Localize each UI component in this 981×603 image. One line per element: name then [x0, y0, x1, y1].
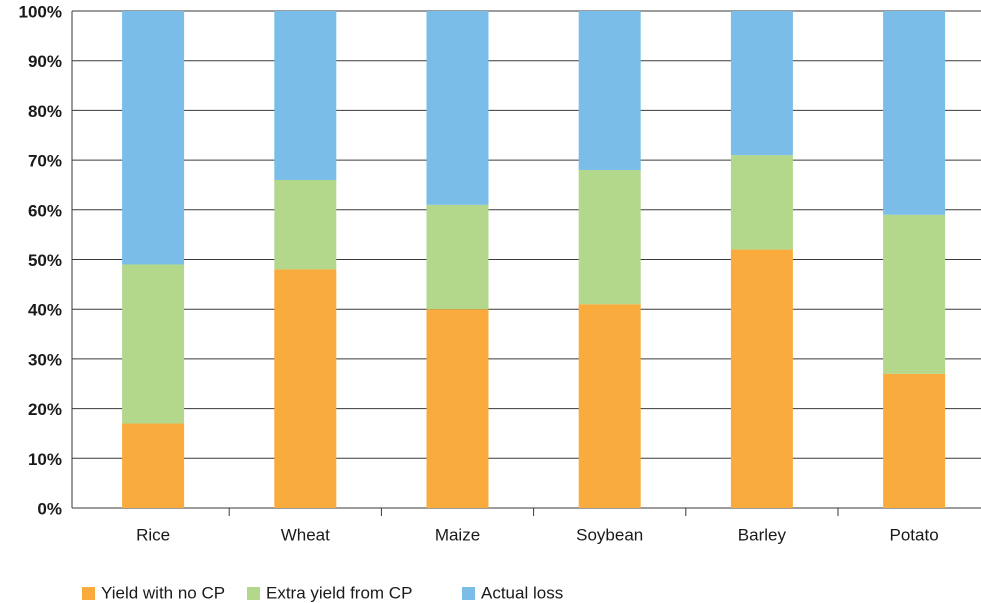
- bar-segment: [730, 11, 793, 156]
- legend-swatch: [247, 587, 260, 600]
- bar-segment: [578, 11, 641, 171]
- bar-segment: [578, 170, 641, 305]
- y-tick-label: 90%: [28, 52, 62, 71]
- y-tick-label: 60%: [28, 201, 62, 220]
- x-tick-label: Potato: [890, 525, 939, 544]
- y-tick-label: 40%: [28, 301, 62, 320]
- y-tick-label: 80%: [28, 102, 62, 121]
- x-tick-label: Barley: [738, 525, 787, 544]
- x-tick-label: Wheat: [281, 525, 330, 544]
- bar-segment: [426, 11, 489, 205]
- y-tick-label: 30%: [28, 350, 62, 369]
- bar-segment: [122, 423, 185, 508]
- legend-label: Yield with no CP: [101, 583, 225, 602]
- bar-segment: [122, 11, 185, 265]
- y-tick-label: 50%: [28, 251, 62, 270]
- bar-segment: [883, 373, 946, 508]
- x-tick-label: Maize: [435, 525, 480, 544]
- bar-segment: [274, 269, 337, 508]
- y-tick-label: 70%: [28, 152, 62, 171]
- bar-segment: [578, 304, 641, 508]
- bar-segment: [426, 309, 489, 508]
- y-tick-label: 10%: [28, 450, 62, 469]
- y-tick-label: 20%: [28, 400, 62, 419]
- bar-segment: [122, 264, 185, 424]
- legend-swatch: [462, 587, 475, 600]
- bar-segment: [274, 179, 337, 270]
- bar-segment: [730, 249, 793, 508]
- legend-label: Actual loss: [481, 583, 563, 602]
- x-tick-label: Soybean: [576, 525, 643, 544]
- y-tick-label: 100%: [19, 2, 62, 21]
- bar-segment: [883, 11, 946, 215]
- bar-segment: [883, 214, 946, 374]
- x-tick-label: Rice: [136, 525, 170, 544]
- bar-segment: [730, 155, 793, 250]
- legend-swatch: [82, 587, 95, 600]
- legend-label: Extra yield from CP: [266, 583, 412, 602]
- bar-segment: [274, 11, 337, 180]
- bar-segment: [426, 204, 489, 310]
- y-tick-label: 0%: [37, 499, 62, 518]
